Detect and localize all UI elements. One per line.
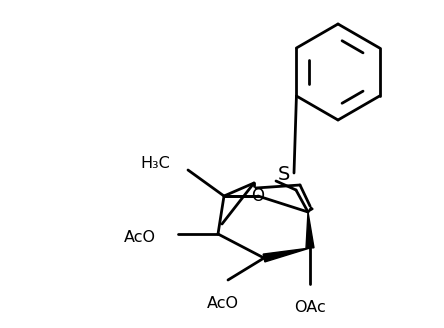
Text: OAc: OAc: [294, 300, 326, 315]
Text: O: O: [251, 187, 265, 205]
Text: H₃C: H₃C: [140, 156, 170, 172]
Text: S: S: [278, 166, 290, 184]
Polygon shape: [306, 212, 314, 248]
Text: AcO: AcO: [124, 231, 156, 245]
Polygon shape: [263, 248, 310, 262]
Polygon shape: [308, 207, 313, 212]
Text: AcO: AcO: [207, 296, 239, 311]
